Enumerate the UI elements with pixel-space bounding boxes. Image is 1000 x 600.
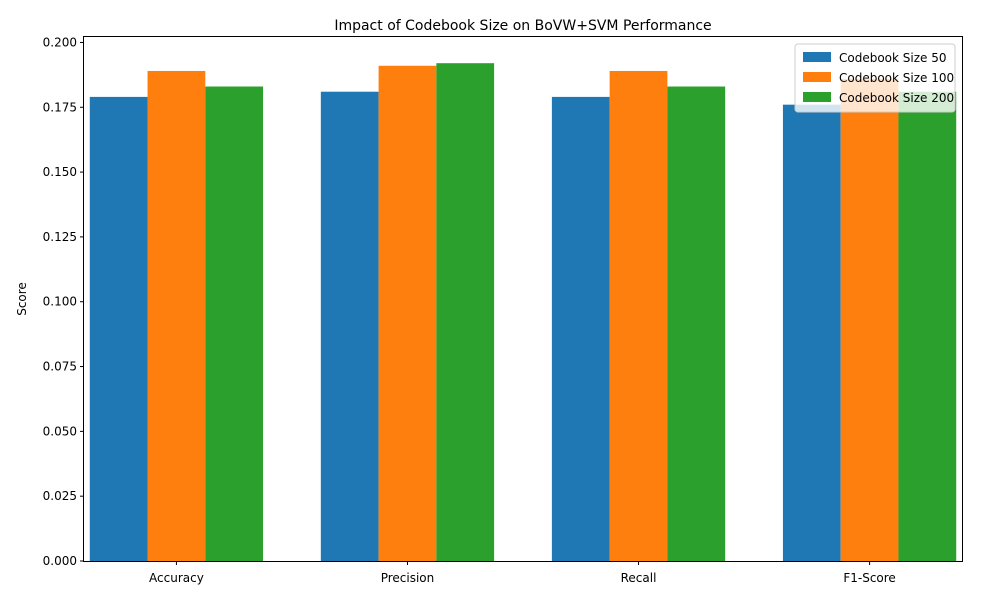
bar-codebook-size-200-f1-score <box>898 91 957 562</box>
legend-swatch-1 <box>803 52 831 62</box>
bar-codebook-size-200-recall <box>667 86 726 562</box>
bar-codebook-size-200-accuracy <box>205 86 264 562</box>
y-tick-label: 0.150 <box>43 165 77 179</box>
y-tick-label: 0.050 <box>43 424 77 438</box>
y-tick-label: 0.200 <box>43 35 77 49</box>
legend-swatch-2 <box>803 72 831 82</box>
x-tick-label: F1-Score <box>843 571 895 585</box>
chart-title: Impact of Codebook Size on BoVW+SVM Perf… <box>334 18 711 34</box>
x-tick-label: Accuracy <box>149 571 204 585</box>
bar-codebook-size-100-precision <box>378 65 437 561</box>
legend-label-3: Codebook Size 200 <box>839 91 954 105</box>
y-tick-label: 0.175 <box>43 100 77 114</box>
legend-label-2: Codebook Size 100 <box>839 71 954 85</box>
bars-layer <box>89 63 957 562</box>
legend: Codebook Size 50 Codebook Size 100 Codeboo… <box>794 43 956 113</box>
bar-codebook-size-200-precision <box>436 63 495 561</box>
bar-codebook-size-50-accuracy <box>89 96 148 561</box>
plot-frame <box>83 36 963 562</box>
y-tick-label: 0.000 <box>43 554 77 568</box>
x-axis: Accuracy Precision Recall F1-Score <box>149 561 896 585</box>
y-tick-label: 0.125 <box>43 230 77 244</box>
bar-codebook-size-100-accuracy <box>147 70 206 561</box>
bar-codebook-size-50-f1-score <box>782 104 841 562</box>
bar-codebook-size-100-recall <box>609 70 668 561</box>
legend-label-1: Codebook Size 50 <box>839 51 947 65</box>
y-axis: 0.000 0.025 0.050 0.075 0.100 0.125 0.150 0.175… <box>43 35 84 568</box>
bar-codebook-size-50-precision <box>320 91 379 562</box>
y-tick-label: 0.075 <box>43 360 77 374</box>
legend-swatch-3 <box>803 92 831 102</box>
bar-codebook-size-100-f1-score <box>840 78 899 562</box>
bar-codebook-size-50-recall <box>551 96 610 561</box>
x-tick-label: Recall <box>621 571 657 585</box>
y-tick-label: 0.025 <box>43 489 77 503</box>
y-tick-label: 0.100 <box>43 295 77 309</box>
x-tick-label: Precision <box>381 571 435 585</box>
legend-box <box>794 43 956 113</box>
y-axis-title: Score <box>15 282 29 316</box>
